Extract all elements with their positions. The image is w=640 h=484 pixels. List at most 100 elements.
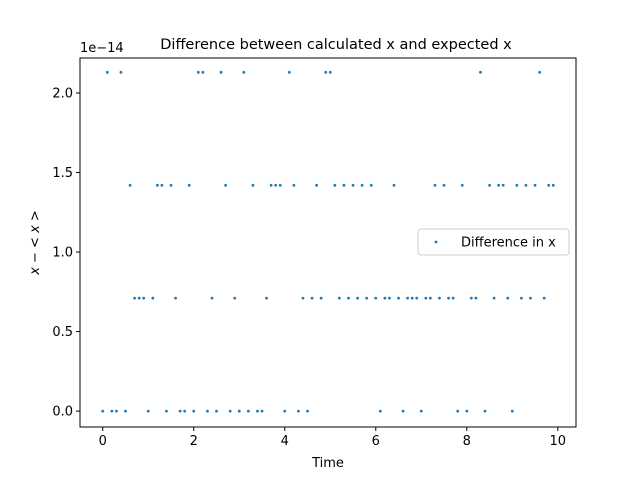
y-axis-label: x − < x > (28, 210, 43, 276)
data-point (110, 409, 114, 413)
data-point (392, 183, 396, 187)
data-point (551, 183, 555, 187)
data-point (101, 409, 105, 413)
data-point (328, 70, 332, 74)
data-point (269, 183, 273, 187)
data-point (237, 409, 241, 413)
data-point (401, 409, 405, 413)
data-point (492, 296, 496, 300)
data-point (133, 296, 137, 300)
legend: Difference in x (417, 228, 570, 256)
data-point (124, 409, 127, 413)
data-point (315, 183, 319, 187)
data-point (360, 183, 364, 187)
data-point (260, 409, 264, 413)
data-point (383, 296, 387, 300)
data-point (397, 296, 400, 300)
data-point (146, 409, 150, 413)
data-points (101, 70, 555, 413)
data-point (460, 183, 464, 187)
data-point (196, 70, 200, 74)
data-point (165, 409, 168, 413)
data-point (547, 183, 551, 187)
data-point (215, 409, 218, 413)
data-point (119, 70, 123, 74)
data-point (497, 183, 501, 187)
data-point (483, 409, 487, 413)
data-point (342, 183, 346, 187)
data-point (105, 70, 109, 74)
data-point (347, 296, 350, 300)
data-point (292, 183, 296, 187)
data-point (337, 296, 341, 300)
data-point (310, 296, 314, 300)
x-tick-label: 8 (463, 434, 471, 449)
x-axis-label: Time (311, 456, 344, 471)
data-point (151, 296, 155, 300)
data-point (201, 70, 205, 74)
data-point (519, 296, 523, 300)
data-point (538, 70, 541, 74)
data-point (297, 409, 300, 413)
data-point (333, 183, 337, 187)
data-point (510, 409, 514, 413)
y-tick-label: 2.0 (52, 86, 73, 101)
data-point (351, 183, 355, 187)
data-point (115, 409, 118, 413)
data-point (506, 296, 510, 300)
data-point (369, 183, 373, 187)
legend-marker (434, 240, 438, 244)
data-point (242, 70, 246, 74)
data-point (187, 183, 191, 187)
data-point (274, 183, 278, 187)
data-point (128, 183, 132, 187)
y-tick-label: 1.0 (52, 246, 73, 261)
data-point (169, 183, 173, 187)
data-point (365, 296, 369, 300)
data-point (219, 70, 223, 74)
data-point (410, 296, 414, 300)
chart-title: Difference between calculated x and expe… (160, 37, 512, 53)
data-point (529, 296, 532, 300)
legend-box (417, 228, 570, 256)
data-point (178, 409, 182, 413)
data-point (469, 296, 473, 300)
x-tick-label: 10 (550, 434, 567, 449)
y-tick-label: 1.5 (52, 166, 73, 181)
data-point (278, 183, 282, 187)
data-point (155, 183, 159, 187)
data-point (306, 409, 309, 413)
data-point (524, 183, 528, 187)
data-point (488, 183, 491, 187)
data-point (451, 296, 455, 300)
data-point (515, 183, 519, 187)
y-offset-label: 1e−14 (80, 41, 124, 56)
data-point (442, 183, 446, 187)
data-point (533, 183, 537, 187)
data-point (301, 296, 305, 300)
data-point (142, 296, 146, 300)
y-tick-label: 0.0 (52, 405, 73, 420)
y-tick-label: 0.5 (52, 325, 73, 340)
data-point (465, 409, 469, 413)
data-point (256, 409, 259, 413)
data-point (447, 296, 450, 300)
data-point (374, 296, 378, 300)
data-point (456, 409, 460, 413)
data-point (388, 296, 391, 300)
data-point (137, 296, 141, 300)
data-point (415, 296, 419, 300)
data-point (210, 296, 214, 300)
axes-frame (79, 57, 577, 428)
data-point (428, 296, 432, 300)
x-tick-label: 0 (99, 434, 107, 449)
data-point (501, 183, 505, 187)
data-point (378, 409, 382, 413)
x-tick-label: 2 (190, 434, 198, 449)
data-point (474, 296, 478, 300)
data-point (324, 70, 328, 74)
data-point (433, 183, 437, 187)
data-point (233, 296, 237, 300)
data-point (251, 183, 255, 187)
